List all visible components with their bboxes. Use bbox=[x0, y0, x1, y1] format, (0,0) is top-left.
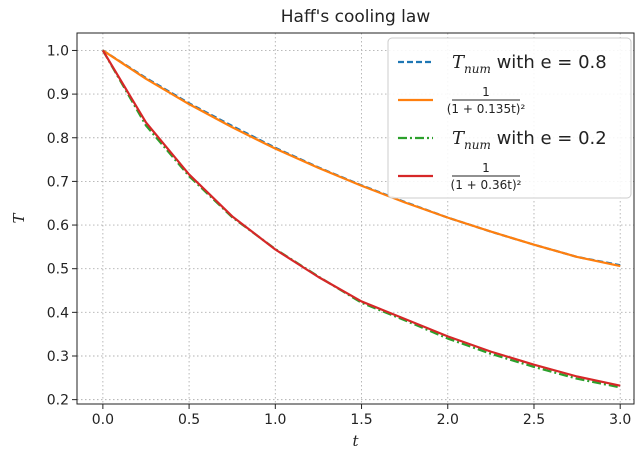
legend-sub: num bbox=[464, 138, 491, 152]
x-tick-label: 0.5 bbox=[178, 412, 200, 428]
x-tick-label: 1.0 bbox=[264, 412, 286, 428]
legend-box bbox=[387, 37, 632, 199]
plot-frame bbox=[76, 32, 635, 405]
y-tick-label: 0.7 bbox=[47, 174, 69, 190]
x-tick-label: 2.0 bbox=[437, 412, 459, 428]
legend-label-3: Tnum with e = 0.2 bbox=[452, 128, 607, 152]
x-tick-label: 2.5 bbox=[523, 412, 545, 428]
y-tick-label: 0.5 bbox=[47, 262, 69, 278]
legend-main: T bbox=[452, 128, 466, 149]
legend-label-1: Tnum with e = 0.8 bbox=[452, 52, 607, 76]
y-tick-label: 0.8 bbox=[47, 131, 69, 147]
legend-numerator-4: 1 bbox=[482, 161, 490, 175]
legend-suffix: with e = 0.8 bbox=[491, 52, 607, 73]
series-layer bbox=[101, 49, 621, 389]
y-tick-label: 0.2 bbox=[47, 393, 69, 409]
chart-title: Haff's cooling law bbox=[281, 7, 431, 27]
series-line-2 bbox=[102, 49, 621, 268]
x-axis-label: t bbox=[352, 432, 359, 450]
y-tick-label: 1.0 bbox=[47, 43, 69, 59]
x-tick-label: 3.0 bbox=[609, 412, 631, 428]
series-line-4 bbox=[101, 49, 621, 387]
y-tick-label: 0.9 bbox=[47, 87, 69, 103]
y-axis-label: T bbox=[10, 213, 28, 224]
series-line-3 bbox=[101, 49, 621, 389]
y-tick-label: 0.4 bbox=[47, 305, 69, 321]
legend-suffix: with e = 0.2 bbox=[491, 128, 607, 149]
legend-numerator-2: 1 bbox=[482, 85, 490, 99]
tick-layer: 0.0 0.5 1.0 1.5 2.0 2.5 3.0 0.2 0.3 0.4 0.5 0.6 0.7 0… bbox=[47, 43, 632, 428]
x-tick-label: 1.5 bbox=[350, 412, 372, 428]
legend-sub: num bbox=[464, 62, 491, 76]
legend-denominator-2: (1 + 0.135t)² bbox=[447, 102, 526, 116]
y-tick-label: 0.3 bbox=[47, 349, 69, 365]
legend-main: T bbox=[452, 52, 466, 73]
x-tick-label: 0.0 bbox=[92, 412, 114, 428]
legend-denominator-4: (1 + 0.36t)² bbox=[451, 178, 522, 192]
y-tick-label: 0.6 bbox=[47, 218, 69, 234]
